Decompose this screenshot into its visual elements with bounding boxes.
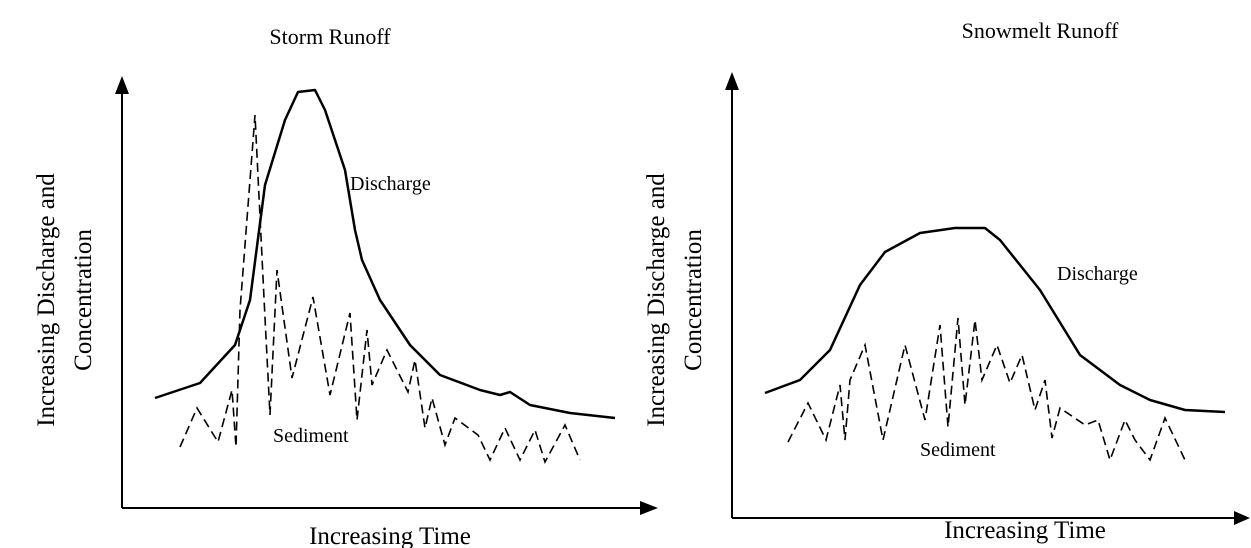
sediment-label: Sediment: [920, 439, 996, 461]
discharge-curve: [764, 226, 1226, 414]
y-label: Concentration: [680, 229, 707, 371]
y-label: Concentration: [70, 229, 97, 371]
y-label: Increasing Discharge and: [643, 173, 670, 427]
discharge-label: Discharge: [350, 173, 431, 195]
y-label: Increasing Discharge and: [33, 173, 60, 427]
x-label: Increasing Time: [944, 517, 1106, 544]
axes: [121, 88, 650, 509]
sediment-curve: [179, 114, 581, 465]
snowmelt-panel: Snowmelt Runoff Increasing Discharge and…: [643, 18, 1250, 544]
storm-panel: Storm Runoff Increasing Discharge and Co…: [33, 24, 658, 548]
sediment-curve: [787, 317, 1186, 463]
sediment-label: Sediment: [273, 425, 349, 447]
axes: [731, 84, 1238, 519]
discharge-curve: [154, 88, 616, 420]
panel-title: Storm Runoff: [269, 24, 391, 49]
panel-title: Snowmelt Runoff: [962, 18, 1119, 43]
discharge-label: Discharge: [1057, 263, 1138, 285]
x-label: Increasing Time: [309, 523, 471, 548]
arrowheads: [115, 76, 658, 515]
